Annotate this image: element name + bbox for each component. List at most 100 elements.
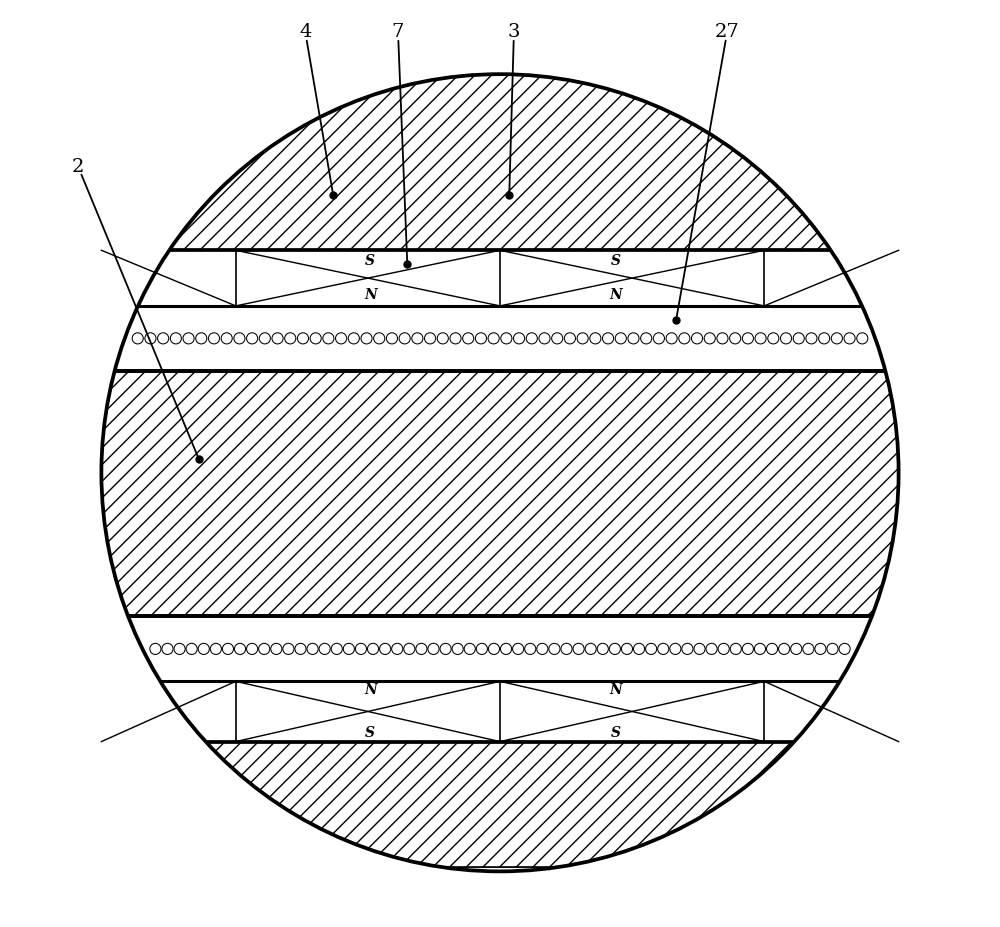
Polygon shape xyxy=(101,74,899,871)
Polygon shape xyxy=(101,74,899,871)
Polygon shape xyxy=(101,74,899,871)
Polygon shape xyxy=(101,74,899,871)
Polygon shape xyxy=(101,74,899,871)
Polygon shape xyxy=(101,74,899,871)
Polygon shape xyxy=(101,74,899,871)
Text: 2: 2 xyxy=(72,158,84,176)
Polygon shape xyxy=(101,74,899,871)
Polygon shape xyxy=(101,74,899,871)
Polygon shape xyxy=(101,74,899,871)
Polygon shape xyxy=(101,74,899,871)
Polygon shape xyxy=(101,74,899,871)
Polygon shape xyxy=(101,74,899,871)
Bar xyxy=(83,74,917,250)
Polygon shape xyxy=(101,74,899,871)
Polygon shape xyxy=(101,74,899,871)
Polygon shape xyxy=(101,74,899,871)
Polygon shape xyxy=(101,74,899,871)
Polygon shape xyxy=(101,74,899,871)
Polygon shape xyxy=(101,74,899,871)
Polygon shape xyxy=(101,74,899,871)
Polygon shape xyxy=(101,74,899,871)
Text: 7: 7 xyxy=(392,23,404,42)
Polygon shape xyxy=(101,74,899,871)
Polygon shape xyxy=(101,74,899,871)
Polygon shape xyxy=(101,74,899,871)
Polygon shape xyxy=(101,74,899,871)
Polygon shape xyxy=(101,74,899,871)
Text: S: S xyxy=(611,726,621,740)
Polygon shape xyxy=(101,74,899,871)
Polygon shape xyxy=(101,74,899,871)
Polygon shape xyxy=(101,74,899,871)
Polygon shape xyxy=(101,74,899,871)
Polygon shape xyxy=(101,74,899,871)
Polygon shape xyxy=(101,74,899,871)
Polygon shape xyxy=(101,74,899,871)
Polygon shape xyxy=(101,74,899,871)
Polygon shape xyxy=(101,74,899,871)
Polygon shape xyxy=(101,74,899,871)
Polygon shape xyxy=(101,74,899,871)
Text: S: S xyxy=(611,254,621,268)
Polygon shape xyxy=(101,74,899,871)
Bar xyxy=(83,616,917,681)
Polygon shape xyxy=(101,74,899,871)
Polygon shape xyxy=(101,74,899,871)
Polygon shape xyxy=(101,74,899,871)
Polygon shape xyxy=(101,74,899,871)
Polygon shape xyxy=(101,74,899,871)
Polygon shape xyxy=(101,74,899,871)
Bar xyxy=(83,371,917,616)
Polygon shape xyxy=(101,74,899,871)
Text: S: S xyxy=(365,254,375,268)
Polygon shape xyxy=(101,74,899,871)
Polygon shape xyxy=(101,74,899,871)
Polygon shape xyxy=(101,74,899,871)
Polygon shape xyxy=(101,74,899,871)
Polygon shape xyxy=(101,74,899,871)
Polygon shape xyxy=(101,74,899,871)
Polygon shape xyxy=(101,74,899,871)
Polygon shape xyxy=(101,74,899,871)
Polygon shape xyxy=(101,74,899,871)
Bar xyxy=(83,681,917,742)
Polygon shape xyxy=(101,74,899,871)
Polygon shape xyxy=(101,74,899,871)
Bar xyxy=(83,306,917,371)
Polygon shape xyxy=(101,74,899,871)
Polygon shape xyxy=(101,74,899,871)
Polygon shape xyxy=(101,74,899,871)
Polygon shape xyxy=(101,74,899,871)
Text: N: N xyxy=(610,288,622,302)
Polygon shape xyxy=(101,74,899,871)
Polygon shape xyxy=(101,74,899,871)
Polygon shape xyxy=(101,74,899,871)
Polygon shape xyxy=(101,74,899,871)
Text: N: N xyxy=(610,683,622,697)
Polygon shape xyxy=(101,74,899,871)
Polygon shape xyxy=(101,74,899,871)
Polygon shape xyxy=(101,74,899,871)
Text: N: N xyxy=(364,683,377,697)
Polygon shape xyxy=(101,74,899,871)
Polygon shape xyxy=(101,74,899,871)
Polygon shape xyxy=(101,74,899,871)
Polygon shape xyxy=(101,74,899,871)
Bar xyxy=(83,742,917,867)
Polygon shape xyxy=(101,74,899,871)
Polygon shape xyxy=(101,74,899,871)
Polygon shape xyxy=(101,74,899,871)
Polygon shape xyxy=(101,74,899,871)
Polygon shape xyxy=(101,74,899,871)
Text: 3: 3 xyxy=(508,23,520,42)
Polygon shape xyxy=(101,74,899,871)
Polygon shape xyxy=(101,74,899,871)
Polygon shape xyxy=(101,74,899,871)
Polygon shape xyxy=(101,74,899,871)
Polygon shape xyxy=(101,74,899,871)
Polygon shape xyxy=(101,74,899,871)
Polygon shape xyxy=(101,74,899,871)
Polygon shape xyxy=(101,74,899,871)
Polygon shape xyxy=(101,74,899,871)
